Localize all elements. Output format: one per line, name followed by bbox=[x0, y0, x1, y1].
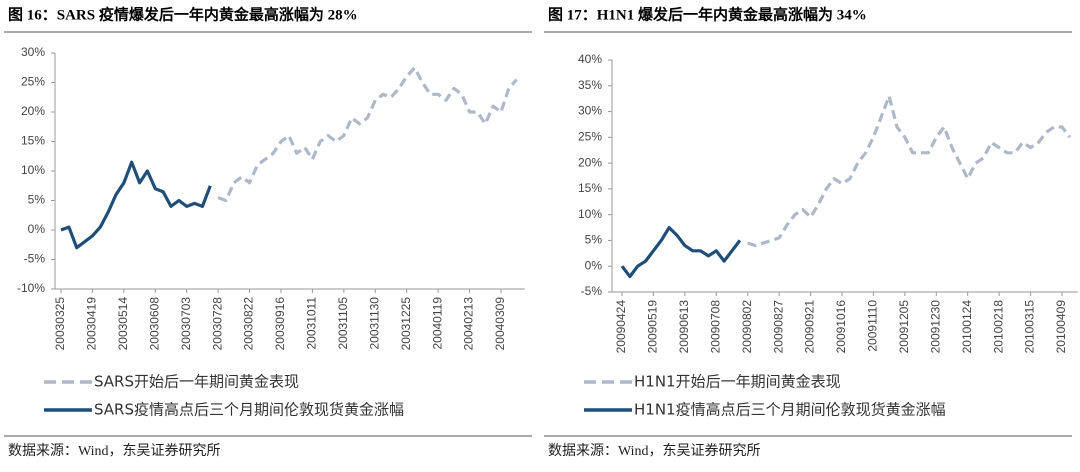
x-tick-label: 20030419 bbox=[85, 297, 99, 351]
y-tick-label: 30% bbox=[578, 104, 602, 118]
y-tick-label: 20% bbox=[21, 104, 45, 118]
x-tick-label: 20030703 bbox=[179, 297, 193, 351]
x-tick-label: 20090613 bbox=[677, 300, 691, 354]
x-tick-label: 20091016 bbox=[834, 300, 848, 354]
x-tick-label: 20100409 bbox=[1054, 300, 1068, 354]
y-tick-label: -10% bbox=[17, 281, 45, 295]
x-tick-label: 20090827 bbox=[771, 300, 785, 354]
y-tick-label: 25% bbox=[21, 75, 45, 89]
x-tick-label: 20030514 bbox=[116, 297, 130, 351]
x-tick-label: 20031130 bbox=[367, 297, 381, 350]
x-tick-label: 20031225 bbox=[399, 297, 413, 351]
y-tick-label: 40% bbox=[578, 52, 602, 66]
legend-label: SARS疫情高点后三个月期间伦敦现货黄金涨幅 bbox=[94, 401, 404, 419]
legend-label: H1N1开始后一年期间黄金表现 bbox=[634, 373, 841, 391]
x-tick-label: 20091110 bbox=[866, 300, 880, 352]
x-tick-label: 20031105 bbox=[336, 297, 350, 350]
y-tick-label: 25% bbox=[578, 130, 602, 144]
x-tick-label: 20100124 bbox=[960, 300, 974, 354]
x-tick-label: 20090424 bbox=[614, 300, 628, 354]
chart-title: 图 17：H1N1 爆发后一年内黄金最高涨幅为 34% bbox=[548, 5, 867, 23]
x-tick-label: 20040119 bbox=[430, 297, 444, 350]
x-tick-label: 20040309 bbox=[493, 297, 507, 351]
x-tick-label: 20030728 bbox=[210, 297, 224, 351]
y-tick-label: 0% bbox=[28, 222, 46, 236]
y-tick-label: 15% bbox=[21, 134, 45, 148]
source-note: 数据来源：Wind，东吴证券研究所 bbox=[8, 443, 221, 459]
y-tick-label: -5% bbox=[24, 252, 46, 266]
x-tick-label: 20090708 bbox=[708, 300, 722, 354]
y-tick-label: 35% bbox=[578, 78, 602, 92]
source-note: 数据来源：Wind，东吴证券研究所 bbox=[548, 443, 761, 459]
y-tick-label: 0% bbox=[585, 258, 603, 272]
data-line bbox=[60, 160, 212, 250]
x-tick-label: 20030608 bbox=[147, 297, 161, 351]
x-tick-label: 20091230 bbox=[928, 300, 942, 354]
chart-title: 图 16：SARS 疫情爆发后一年内黄金最高涨幅为 28% bbox=[8, 5, 358, 23]
x-tick-label: 20030822 bbox=[242, 297, 256, 351]
x-tick-label: 20090921 bbox=[803, 300, 817, 354]
y-tick-label: 5% bbox=[585, 233, 603, 247]
x-tick-label: 20100218 bbox=[991, 300, 1005, 354]
x-tick-label: 20090802 bbox=[740, 300, 754, 354]
x-tick-label: 20030325 bbox=[53, 297, 67, 351]
legend-label: SARS开始后一年期间黄金表现 bbox=[94, 373, 299, 391]
y-tick-label: 5% bbox=[28, 193, 46, 207]
data-line bbox=[747, 94, 1072, 248]
y-tick-label: 10% bbox=[21, 163, 45, 177]
x-tick-label: 20091205 bbox=[897, 300, 911, 354]
y-tick-label: -5% bbox=[581, 284, 603, 298]
y-tick-label: 15% bbox=[578, 181, 602, 195]
x-tick-label: 20040213 bbox=[462, 297, 476, 351]
y-tick-label: 20% bbox=[578, 155, 602, 169]
legend-label: H1N1疫情高点后三个月期间伦敦现货黄金涨幅 bbox=[634, 401, 946, 419]
y-tick-label: 10% bbox=[578, 207, 602, 221]
x-tick-label: 20031011 bbox=[305, 297, 319, 350]
data-line bbox=[620, 226, 742, 279]
x-tick-label: 20090519 bbox=[646, 300, 660, 354]
x-tick-label: 20030916 bbox=[273, 297, 287, 351]
data-line bbox=[217, 66, 518, 203]
x-tick-label: 20100315 bbox=[1023, 300, 1037, 354]
y-tick-label: 30% bbox=[21, 45, 45, 59]
